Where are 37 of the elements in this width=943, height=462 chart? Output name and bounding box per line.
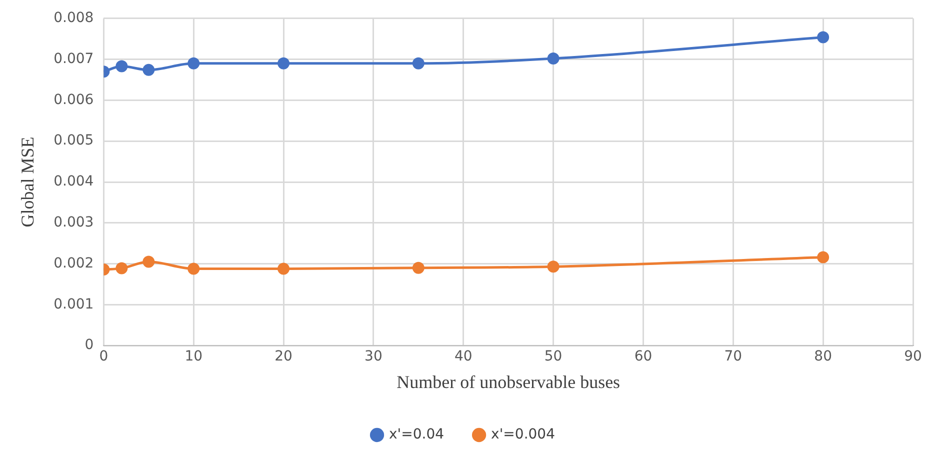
x-tick-label: 60 [634,348,652,365]
point [547,52,560,64]
point [188,57,200,70]
point [412,262,424,274]
y-tick-label: 0.001 [54,296,94,312]
point [116,60,128,72]
y-tick-label: 0.002 [54,255,94,272]
x-tick-label: 30 [364,348,382,365]
x-tick-label: 40 [454,348,472,365]
point [278,262,290,275]
point [278,57,290,70]
point [188,262,200,275]
x-tick-label: 80 [814,348,832,365]
point [817,31,830,44]
y-tick-label: 0.006 [54,92,94,108]
legend-label: x'=0.004 [491,426,556,443]
x-tick-label: 0 [99,348,108,365]
point [142,64,155,76]
y-tick-label: 0.005 [54,132,94,149]
y-tick-label: 0.008 [54,10,94,26]
point [412,57,424,70]
y-tick-label: 0.004 [54,174,94,190]
x-tick-label: 20 [274,348,292,365]
point [817,251,830,264]
y-tick-label: 0.007 [54,50,94,67]
y-tick-label: 0.003 [54,214,94,231]
x-tick-label: 10 [184,348,203,365]
x-axis-title: Number of unobservable buses [396,372,620,392]
y-axis-title: Global MSE [18,136,38,228]
point [547,260,560,273]
point [116,262,128,274]
point [142,256,155,268]
y-tick-label: 0 [84,337,94,354]
x-tick-label: 70 [724,348,742,365]
x-tick-label: 50 [544,348,562,365]
x-tick-label: 90 [904,348,922,365]
legend-label: x'=0.04 [389,426,444,443]
